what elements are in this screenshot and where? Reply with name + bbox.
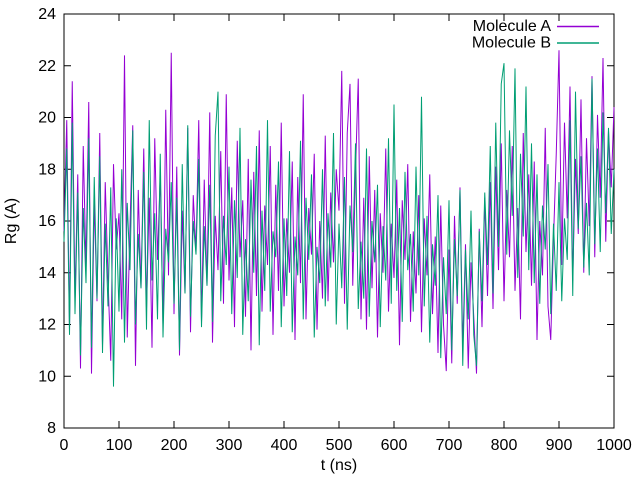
x-tick-label: 800: [491, 437, 518, 454]
series-line-molecule-b: [63, 63, 615, 387]
y-tick-label: 22: [38, 58, 56, 75]
x-tick-label: 700: [436, 437, 463, 454]
data-series: [63, 50, 615, 387]
y-tick-label: 18: [38, 161, 56, 178]
x-tick-label: 200: [161, 437, 188, 454]
y-tick-label: 8: [47, 420, 56, 437]
y-tick-label: 12: [38, 317, 56, 334]
x-tick-label: 600: [381, 437, 408, 454]
y-tick-label: 24: [38, 6, 56, 23]
x-tick-label: 0: [60, 437, 69, 454]
plot-border: [63, 13, 615, 429]
y-tick-label: 14: [38, 265, 56, 282]
y-axis-label: Rg (A): [3, 198, 20, 244]
y-tick-label: 20: [38, 110, 56, 127]
x-tick-label: 900: [546, 437, 573, 454]
legend-label-molecule-a: Molecule A: [473, 18, 552, 35]
legend-label-molecule-b: Molecule B: [472, 35, 551, 52]
x-tick-label: 500: [326, 437, 353, 454]
x-axis-label: t (ns): [321, 457, 357, 474]
x-tick-label: 100: [106, 437, 133, 454]
x-tick-label: 300: [216, 437, 243, 454]
y-tick-label: 10: [38, 368, 56, 385]
x-tick-label: 400: [271, 437, 298, 454]
legend: Molecule A Molecule B: [472, 18, 599, 52]
x-tick-label: 1000: [596, 437, 632, 454]
axes: 0 100 200 300 400 500 600 700 800 900 1000 8 10 12 14 1…: [38, 6, 632, 454]
y-tick-label: 16: [38, 213, 56, 230]
